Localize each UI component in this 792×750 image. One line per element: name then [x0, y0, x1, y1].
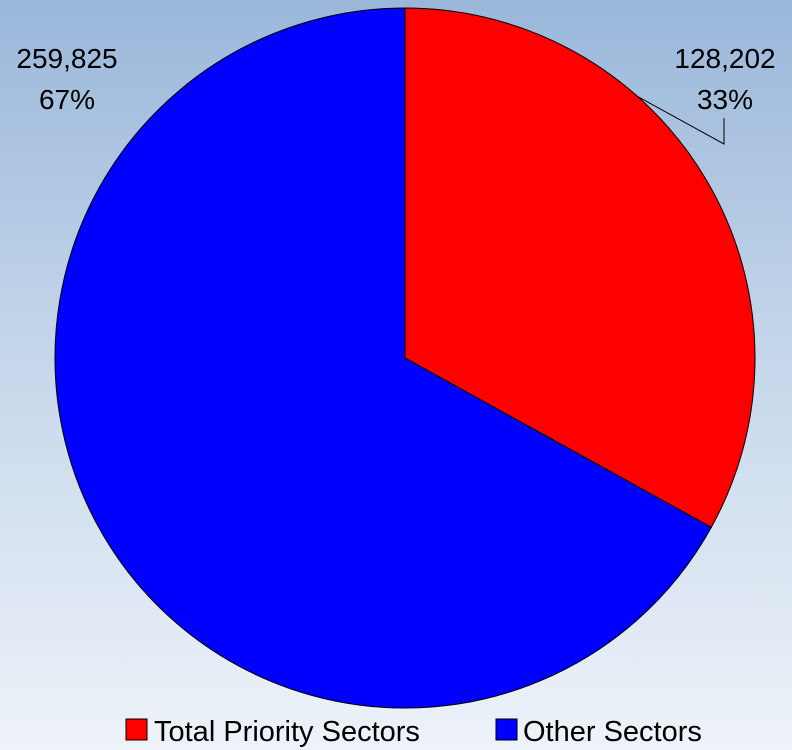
data-label-value: 259,825: [16, 43, 117, 74]
legend-swatch: [495, 718, 518, 741]
legend-label: Other Sectors: [523, 716, 702, 748]
data-label-other-sectors: 259,825 67%: [16, 43, 117, 115]
legend-swatch: [125, 718, 148, 741]
legend: Total Priority Sectors Other Sectors: [125, 716, 702, 748]
leader-line-total-priority-sectors: [637, 95, 725, 145]
legend-entry-other-sectors: Other Sectors: [495, 716, 702, 748]
pie-slice-total-priority-sectors: [404, 7, 756, 529]
data-label-percent: 67%: [39, 84, 95, 115]
data-label-total-priority-sectors: 128,202 33%: [674, 43, 775, 115]
pie-slice-other-sectors: [54, 7, 712, 709]
pie-slices: [54, 7, 756, 709]
data-label-percent: 33%: [697, 84, 753, 115]
leader-lines: [637, 95, 725, 145]
data-label-value: 128,202: [674, 43, 775, 74]
legend-entry-total-priority-sectors: Total Priority Sectors: [125, 716, 420, 748]
legend-label: Total Priority Sectors: [154, 716, 420, 748]
